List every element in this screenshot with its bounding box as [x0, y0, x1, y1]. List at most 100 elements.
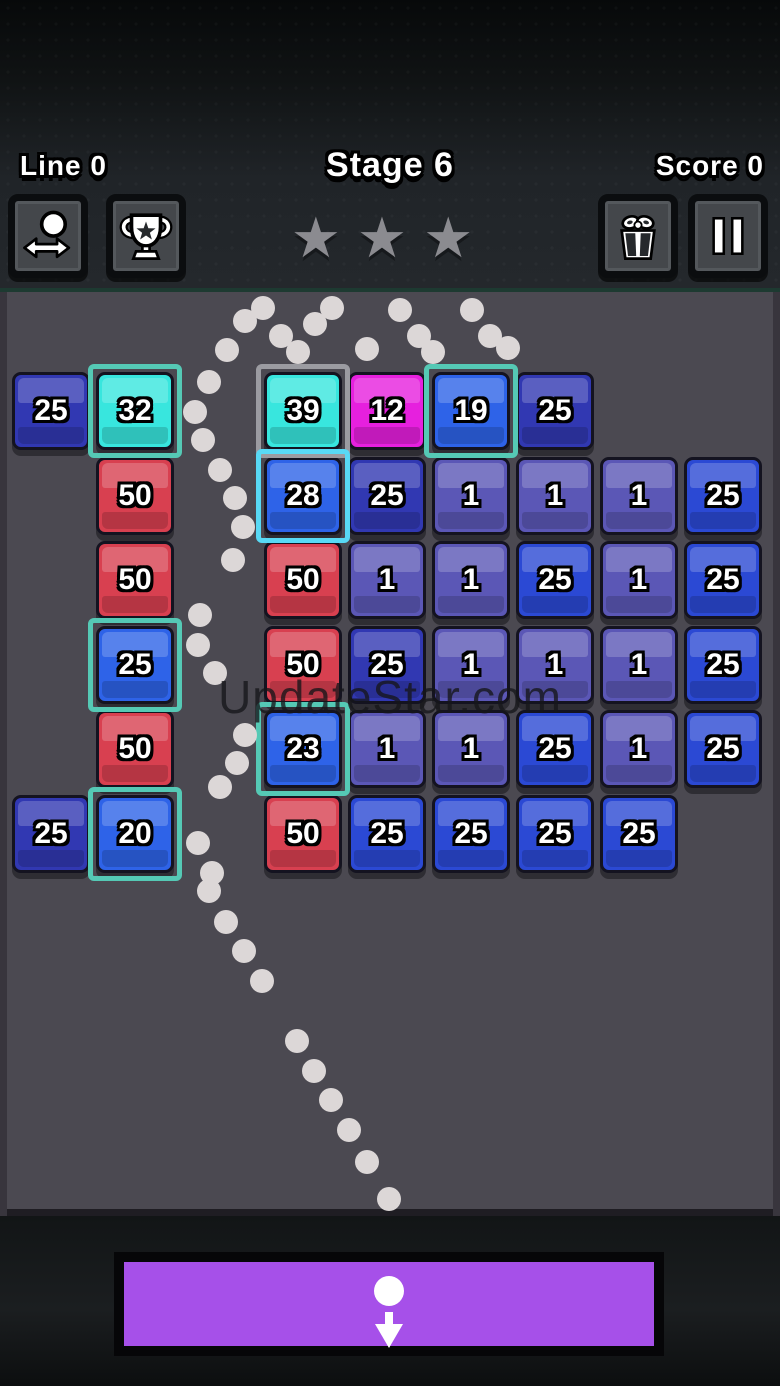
- brick-hp: 1: [546, 478, 564, 512]
- ball-icon: [374, 1276, 404, 1306]
- trajectory-dot: [285, 1029, 309, 1053]
- brick: 50: [264, 541, 342, 619]
- brick: 50: [264, 794, 342, 873]
- trajectory-dot: [388, 298, 412, 322]
- brick: 1: [516, 456, 594, 535]
- brick-hp: 1: [630, 647, 648, 681]
- brick-hp: 25: [538, 816, 572, 850]
- brick-hp: 25: [34, 816, 68, 850]
- brick: 12: [348, 372, 426, 450]
- gift-button[interactable]: [598, 194, 678, 278]
- brick: 25: [516, 794, 594, 873]
- brick: 20: [96, 794, 174, 873]
- trajectory-dot: [355, 337, 379, 361]
- brick-hp: 1: [462, 647, 480, 681]
- ball-launcher[interactable]: [114, 1252, 664, 1356]
- brick-hp: 25: [370, 647, 404, 681]
- brick: 25: [348, 625, 426, 704]
- brick: 50: [96, 541, 174, 619]
- trajectory-dot: [223, 486, 247, 510]
- brick-hp: 25: [706, 732, 740, 765]
- trajectory-dot: [337, 1118, 361, 1142]
- brick-hp: 1: [630, 478, 648, 512]
- brick-hp: 1: [378, 563, 396, 596]
- stage-title: Stage 6: [326, 146, 454, 184]
- trajectory-dot: [191, 428, 215, 452]
- brick: 50: [96, 456, 174, 535]
- brick: 25: [348, 794, 426, 873]
- trophy-button[interactable]: [106, 194, 186, 278]
- trajectory-dot: [250, 969, 274, 993]
- brick: 39: [264, 372, 342, 450]
- brick-hp: 28: [286, 478, 320, 512]
- trajectory-dot: [208, 458, 232, 482]
- brick-hp: 50: [118, 732, 152, 765]
- brick-hp: 50: [286, 563, 320, 596]
- brick-hp: 25: [706, 478, 740, 512]
- brick: 28: [264, 456, 342, 535]
- brick-hp: 50: [118, 563, 152, 596]
- gift-icon: [620, 214, 656, 261]
- trajectory-dot: [421, 340, 445, 364]
- trajectory-dot: [221, 548, 245, 572]
- trajectory-dot: [197, 370, 221, 394]
- brick: 1: [348, 541, 426, 619]
- brick-hp: 25: [538, 732, 572, 765]
- brick: 25: [600, 794, 678, 873]
- trajectory-dot: [188, 603, 212, 627]
- trajectory-dot: [203, 661, 227, 685]
- brick: 25: [684, 456, 762, 535]
- stage-stars: ★★★: [0, 210, 780, 266]
- swap-ball-button[interactable]: [8, 194, 88, 278]
- trajectory-dot: [355, 1150, 379, 1174]
- brick-hp: 1: [630, 563, 648, 596]
- brick: 25: [96, 625, 174, 704]
- brick-hp: 1: [462, 732, 480, 765]
- brick: 25: [516, 541, 594, 619]
- brick: 1: [432, 456, 510, 535]
- brick-hp: 23: [286, 732, 320, 765]
- trajectory-dot: [233, 723, 257, 747]
- trajectory-dot: [302, 1059, 326, 1083]
- trajectory-dot: [183, 400, 207, 424]
- brick: 23: [264, 710, 342, 788]
- brick-hp: 25: [622, 816, 656, 850]
- trajectory-dot: [197, 879, 221, 903]
- brick: 25: [348, 456, 426, 535]
- brick-hp: 50: [286, 816, 320, 850]
- star-icon: ★: [290, 206, 357, 269]
- brick-hp: 25: [454, 816, 488, 850]
- trajectory-dot: [460, 298, 484, 322]
- trajectory-dot: [186, 633, 210, 657]
- brick: 32: [96, 372, 174, 450]
- brick-hp: 25: [370, 816, 404, 850]
- star-icon: ★: [356, 206, 424, 269]
- brick-hp: 20: [118, 816, 152, 850]
- pause-button[interactable]: [688, 194, 768, 278]
- brick-hp: 1: [546, 647, 564, 681]
- trajectory-dot: [214, 910, 238, 934]
- brick-hp: 12: [370, 394, 404, 427]
- brick: 1: [348, 710, 426, 788]
- brick-hp: 25: [34, 394, 68, 427]
- brick: 1: [432, 710, 510, 788]
- brick-hp: 25: [706, 563, 740, 596]
- brick: 25: [516, 372, 594, 450]
- brick: 1: [432, 625, 510, 704]
- trajectory-dot: [232, 939, 256, 963]
- brick: 25: [432, 794, 510, 873]
- star-icon: ★: [423, 206, 490, 269]
- brick-hp: 50: [118, 478, 152, 512]
- brick: 25: [12, 372, 90, 450]
- trajectory-dot: [320, 296, 344, 320]
- trajectory-dot: [215, 338, 239, 362]
- brick-hp: 1: [630, 732, 648, 765]
- brick-hp: 39: [286, 394, 320, 427]
- trajectory-dot: [186, 831, 210, 855]
- brick: 19: [432, 372, 510, 450]
- watermark: UpdateStar.com: [218, 671, 562, 723]
- trajectory-dot: [496, 336, 520, 360]
- brick: 1: [600, 456, 678, 535]
- down-arrow-icon: [375, 1312, 403, 1348]
